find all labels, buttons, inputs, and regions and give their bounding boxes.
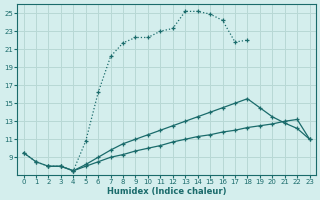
X-axis label: Humidex (Indice chaleur): Humidex (Indice chaleur) [107, 187, 226, 196]
